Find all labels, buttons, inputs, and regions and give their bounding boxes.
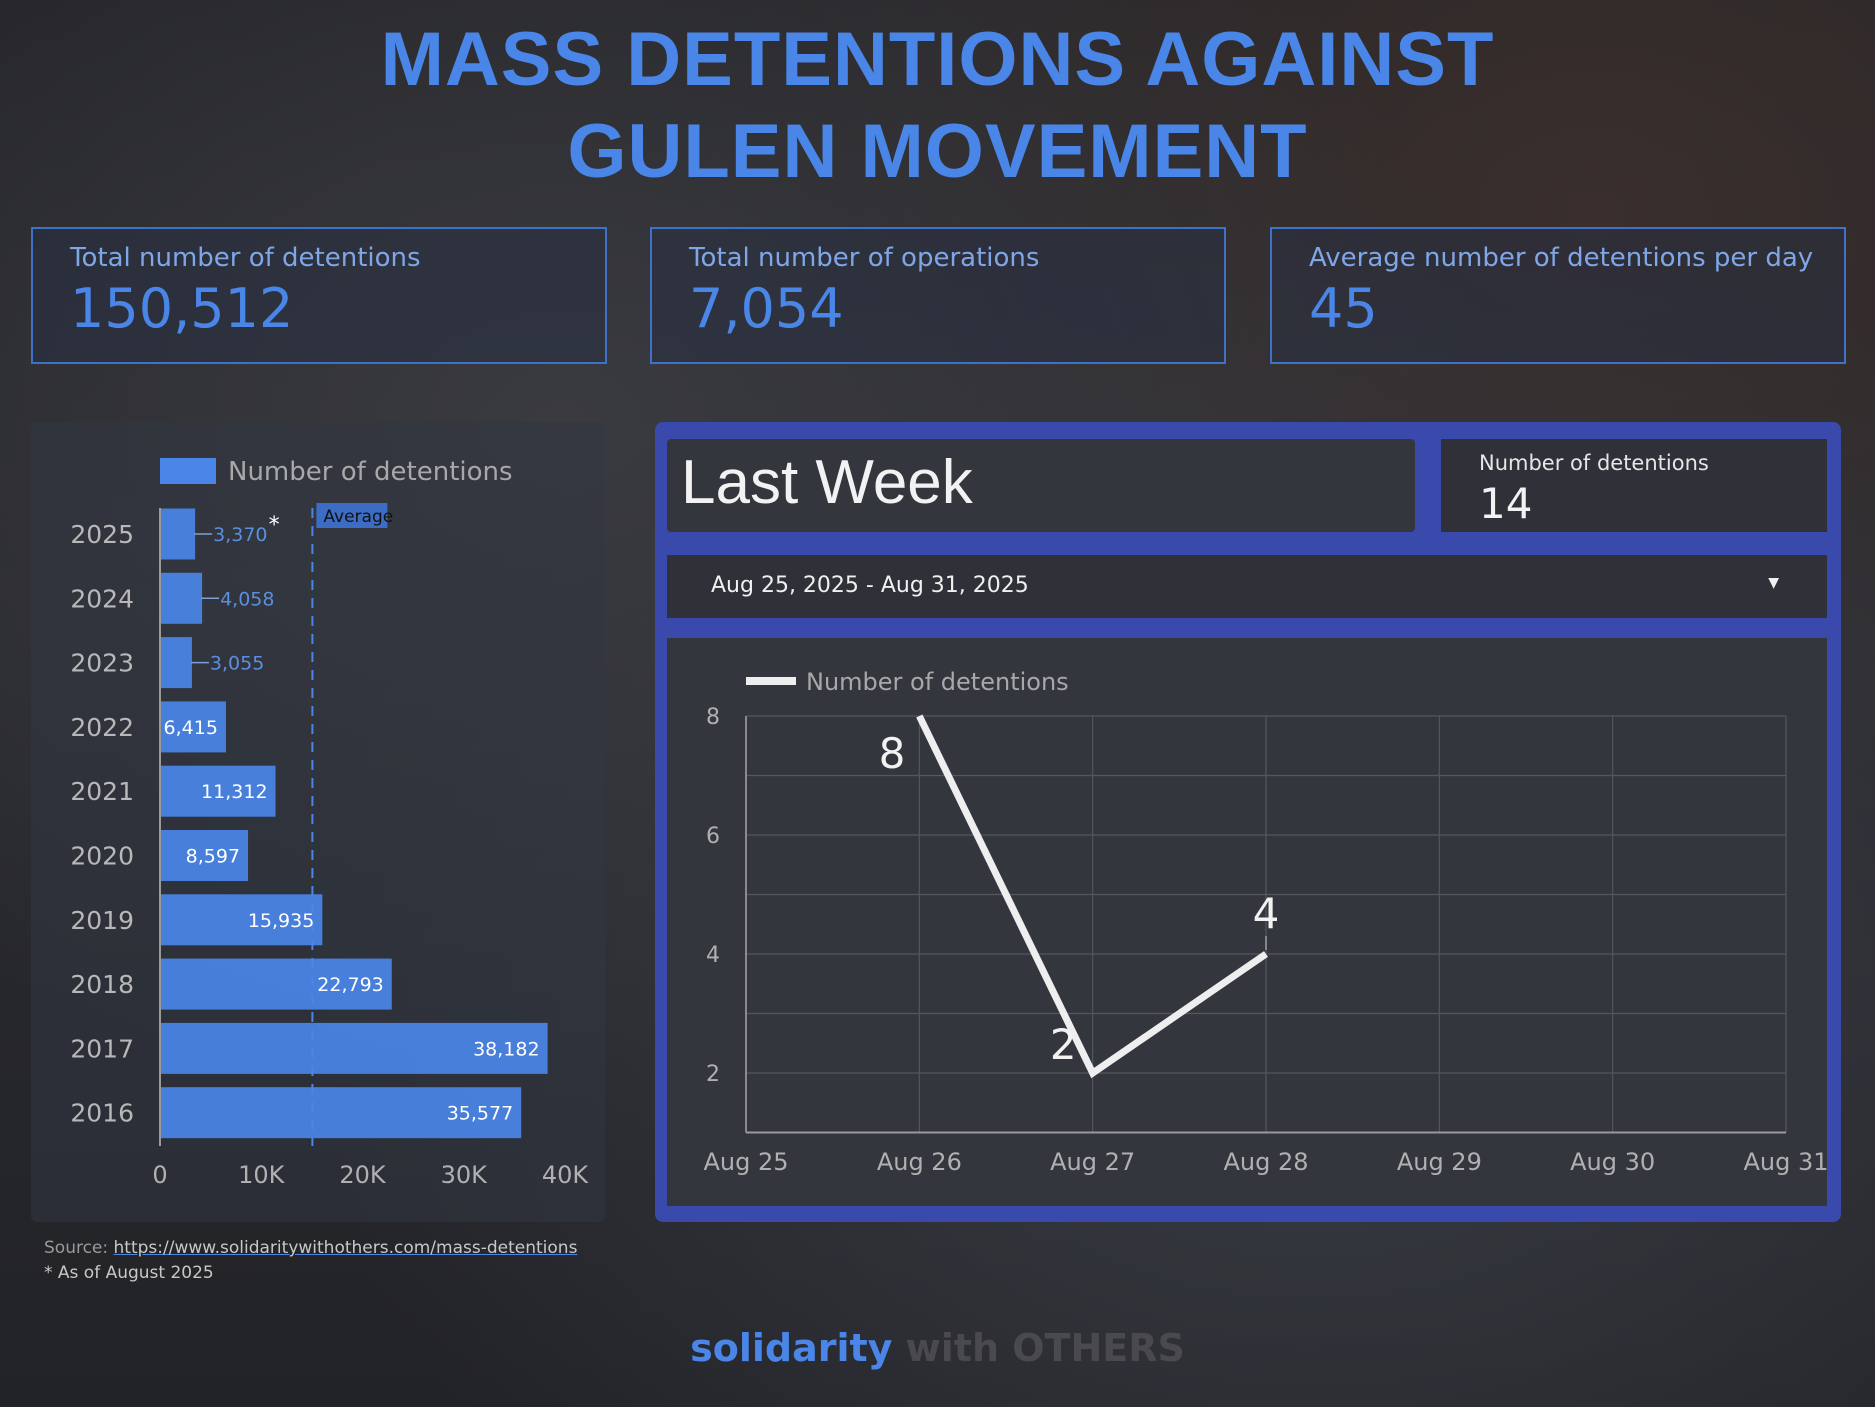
date-range-value: Aug 25, 2025 - Aug 31, 2025	[711, 573, 1029, 598]
source-note: Source: https://www.solidaritywithothers…	[44, 1238, 577, 1258]
caret-down-icon[interactable]: ▼	[1768, 575, 1779, 591]
source-label: Source:	[44, 1238, 109, 1258]
title-line-1: MASS DETENTIONS AGAINST	[380, 17, 1495, 102]
weekly-line-chart-container	[667, 638, 1827, 1206]
brand-part-1: solidarity	[690, 1326, 893, 1370]
weekly-count-value: 14	[1479, 479, 1533, 528]
title-line-2: GULEN MOVEMENT	[567, 109, 1308, 194]
brand-logo: solidarity with OTHERS	[0, 1326, 1875, 1370]
weekly-count-card: Number of detentions 14	[1441, 439, 1827, 532]
kpi-label: Total number of detentions	[70, 243, 421, 273]
kpi-card-total-operations: Total number of operations 7,054	[650, 227, 1226, 364]
source-link[interactable]: https://www.solidaritywithothers.com/mas…	[113, 1238, 578, 1258]
brand-part-2: with OTHERS	[905, 1326, 1185, 1370]
kpi-value: 45	[1309, 277, 1378, 340]
footnote: * As of August 2025	[44, 1263, 214, 1283]
last-week-title: Last Week	[681, 448, 973, 517]
page-title: MASS DETENTIONS AGAINST GULEN MOVEMENT	[0, 14, 1875, 198]
date-range-selector[interactable]: Aug 25, 2025 - Aug 31, 2025 ▼	[667, 555, 1827, 618]
kpi-label: Total number of operations	[689, 243, 1040, 273]
kpi-value: 150,512	[70, 277, 294, 340]
last-week-panel: Last Week Number of detentions 14 Aug 25…	[655, 422, 1841, 1222]
last-week-header: Last Week	[667, 439, 1415, 532]
yearly-detentions-panel	[31, 422, 605, 1222]
kpi-card-total-detentions: Total number of detentions 150,512	[31, 227, 607, 364]
weekly-count-label: Number of detentions	[1479, 451, 1709, 475]
kpi-value: 7,054	[689, 277, 844, 340]
kpi-label: Average number of detentions per day	[1309, 243, 1814, 273]
kpi-card-average-per-day: Average number of detentions per day 45	[1270, 227, 1846, 364]
